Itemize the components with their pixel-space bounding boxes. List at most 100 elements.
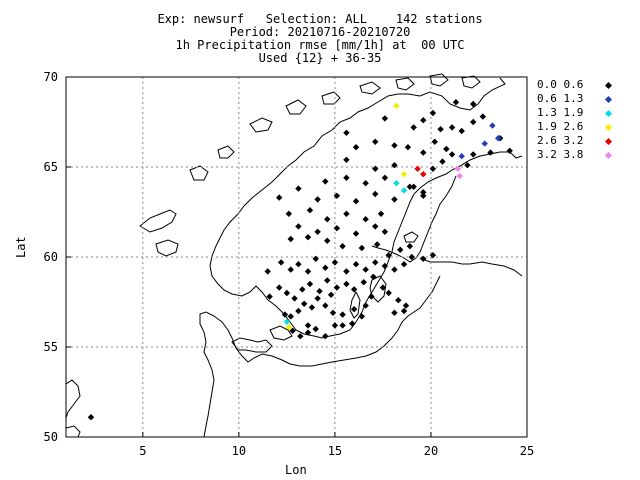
legend-label-2: 1.3 1.9 [537, 106, 584, 119]
station-marker [420, 171, 427, 178]
station-marker [448, 124, 456, 131]
station-marker [304, 268, 312, 275]
station-marker [372, 190, 379, 198]
station-marker [379, 284, 387, 291]
station-marker [381, 262, 389, 270]
station-marker [400, 187, 408, 194]
chart-title-line-3: 1h Precipitation rmse [mm/1h] at 00 UTC [175, 38, 465, 52]
station-marker [431, 138, 438, 145]
station-markers [87, 99, 513, 421]
y-axis-label: Lat [14, 236, 28, 258]
station-marker [391, 309, 398, 316]
station-marker [287, 266, 294, 273]
x-tick-label: 25 [520, 444, 534, 458]
station-marker [391, 162, 398, 169]
station-marker [316, 288, 323, 295]
station-marker [368, 293, 375, 300]
station-marker [358, 244, 366, 252]
station-marker [352, 144, 360, 151]
station-marker [362, 266, 369, 273]
station-marker [306, 280, 314, 288]
station-marker [397, 246, 404, 253]
station-marker [381, 174, 389, 181]
station-marker [333, 225, 341, 232]
station-marker [372, 138, 379, 145]
station-marker [276, 284, 283, 291]
chart-title-line-1: Exp: newsurf Selection: ALL 142 stations [157, 12, 483, 26]
station-marker [400, 261, 408, 268]
station-marker [470, 100, 477, 108]
legend-label-5: 3.2 3.8 [537, 148, 584, 161]
y-tick-label: 60 [44, 250, 58, 264]
station-marker [327, 291, 335, 298]
station-marker [406, 243, 414, 250]
station-marker [339, 311, 346, 318]
station-marker [443, 145, 450, 153]
station-marker [429, 252, 437, 259]
legend-label-0: 0.0 0.6 [537, 78, 584, 91]
x-tick-label: 20 [424, 444, 438, 458]
station-marker [283, 289, 291, 297]
station-marker [420, 117, 427, 124]
station-marker [385, 289, 392, 297]
y-tick-label: 55 [44, 340, 58, 354]
station-marker [377, 210, 385, 217]
station-marker [331, 322, 339, 329]
station-marker [393, 102, 400, 109]
station-marker [410, 124, 417, 131]
station-marker [358, 313, 366, 320]
station-marker [312, 325, 319, 333]
y-tick-label: 65 [44, 160, 58, 174]
station-marker [464, 162, 471, 169]
station-marker [285, 324, 293, 331]
x-tick-label: 5 [139, 444, 146, 458]
station-marker [264, 268, 271, 275]
station-marker [339, 243, 346, 250]
station-marker [343, 129, 350, 136]
station-marker [360, 279, 367, 286]
station-marker [420, 255, 427, 262]
station-marker [322, 333, 329, 340]
coastline [65, 73, 523, 438]
station-marker [506, 147, 513, 154]
station-marker [314, 295, 321, 302]
station-marker [295, 223, 302, 230]
station-marker [494, 135, 502, 142]
station-marker [420, 149, 427, 156]
station-marker [408, 253, 415, 261]
legend-label-3: 1.9 2.6 [537, 120, 584, 133]
station-marker [370, 273, 377, 280]
station-marker [289, 327, 296, 334]
station-marker [291, 295, 298, 302]
station-marker [391, 266, 398, 273]
station-marker [391, 142, 398, 149]
station-marker [287, 313, 294, 320]
station-marker [362, 302, 369, 309]
station-marker [333, 192, 341, 199]
station-marker [331, 259, 339, 266]
station-marker [312, 255, 319, 262]
station-marker [266, 293, 273, 300]
station-marker [350, 306, 358, 313]
y-tick-labels: 50 55 60 65 70 [44, 70, 58, 444]
station-marker [391, 196, 398, 203]
station-marker [308, 304, 316, 311]
station-marker [479, 113, 487, 120]
station-marker [304, 234, 312, 241]
axis-ticks [66, 76, 528, 438]
station-marker [420, 192, 427, 199]
station-marker [283, 318, 291, 325]
station-marker [352, 198, 360, 205]
station-marker [429, 109, 437, 117]
station-marker [322, 302, 329, 309]
station-marker [362, 216, 369, 223]
station-marker [385, 252, 392, 259]
station-marker [372, 223, 379, 230]
station-marker [299, 286, 306, 293]
station-marker [306, 207, 314, 214]
station-marker [297, 333, 304, 340]
station-marker [281, 311, 289, 318]
station-marker [458, 153, 465, 160]
station-marker [329, 309, 337, 316]
legend-label-4: 2.6 3.2 [537, 134, 584, 147]
